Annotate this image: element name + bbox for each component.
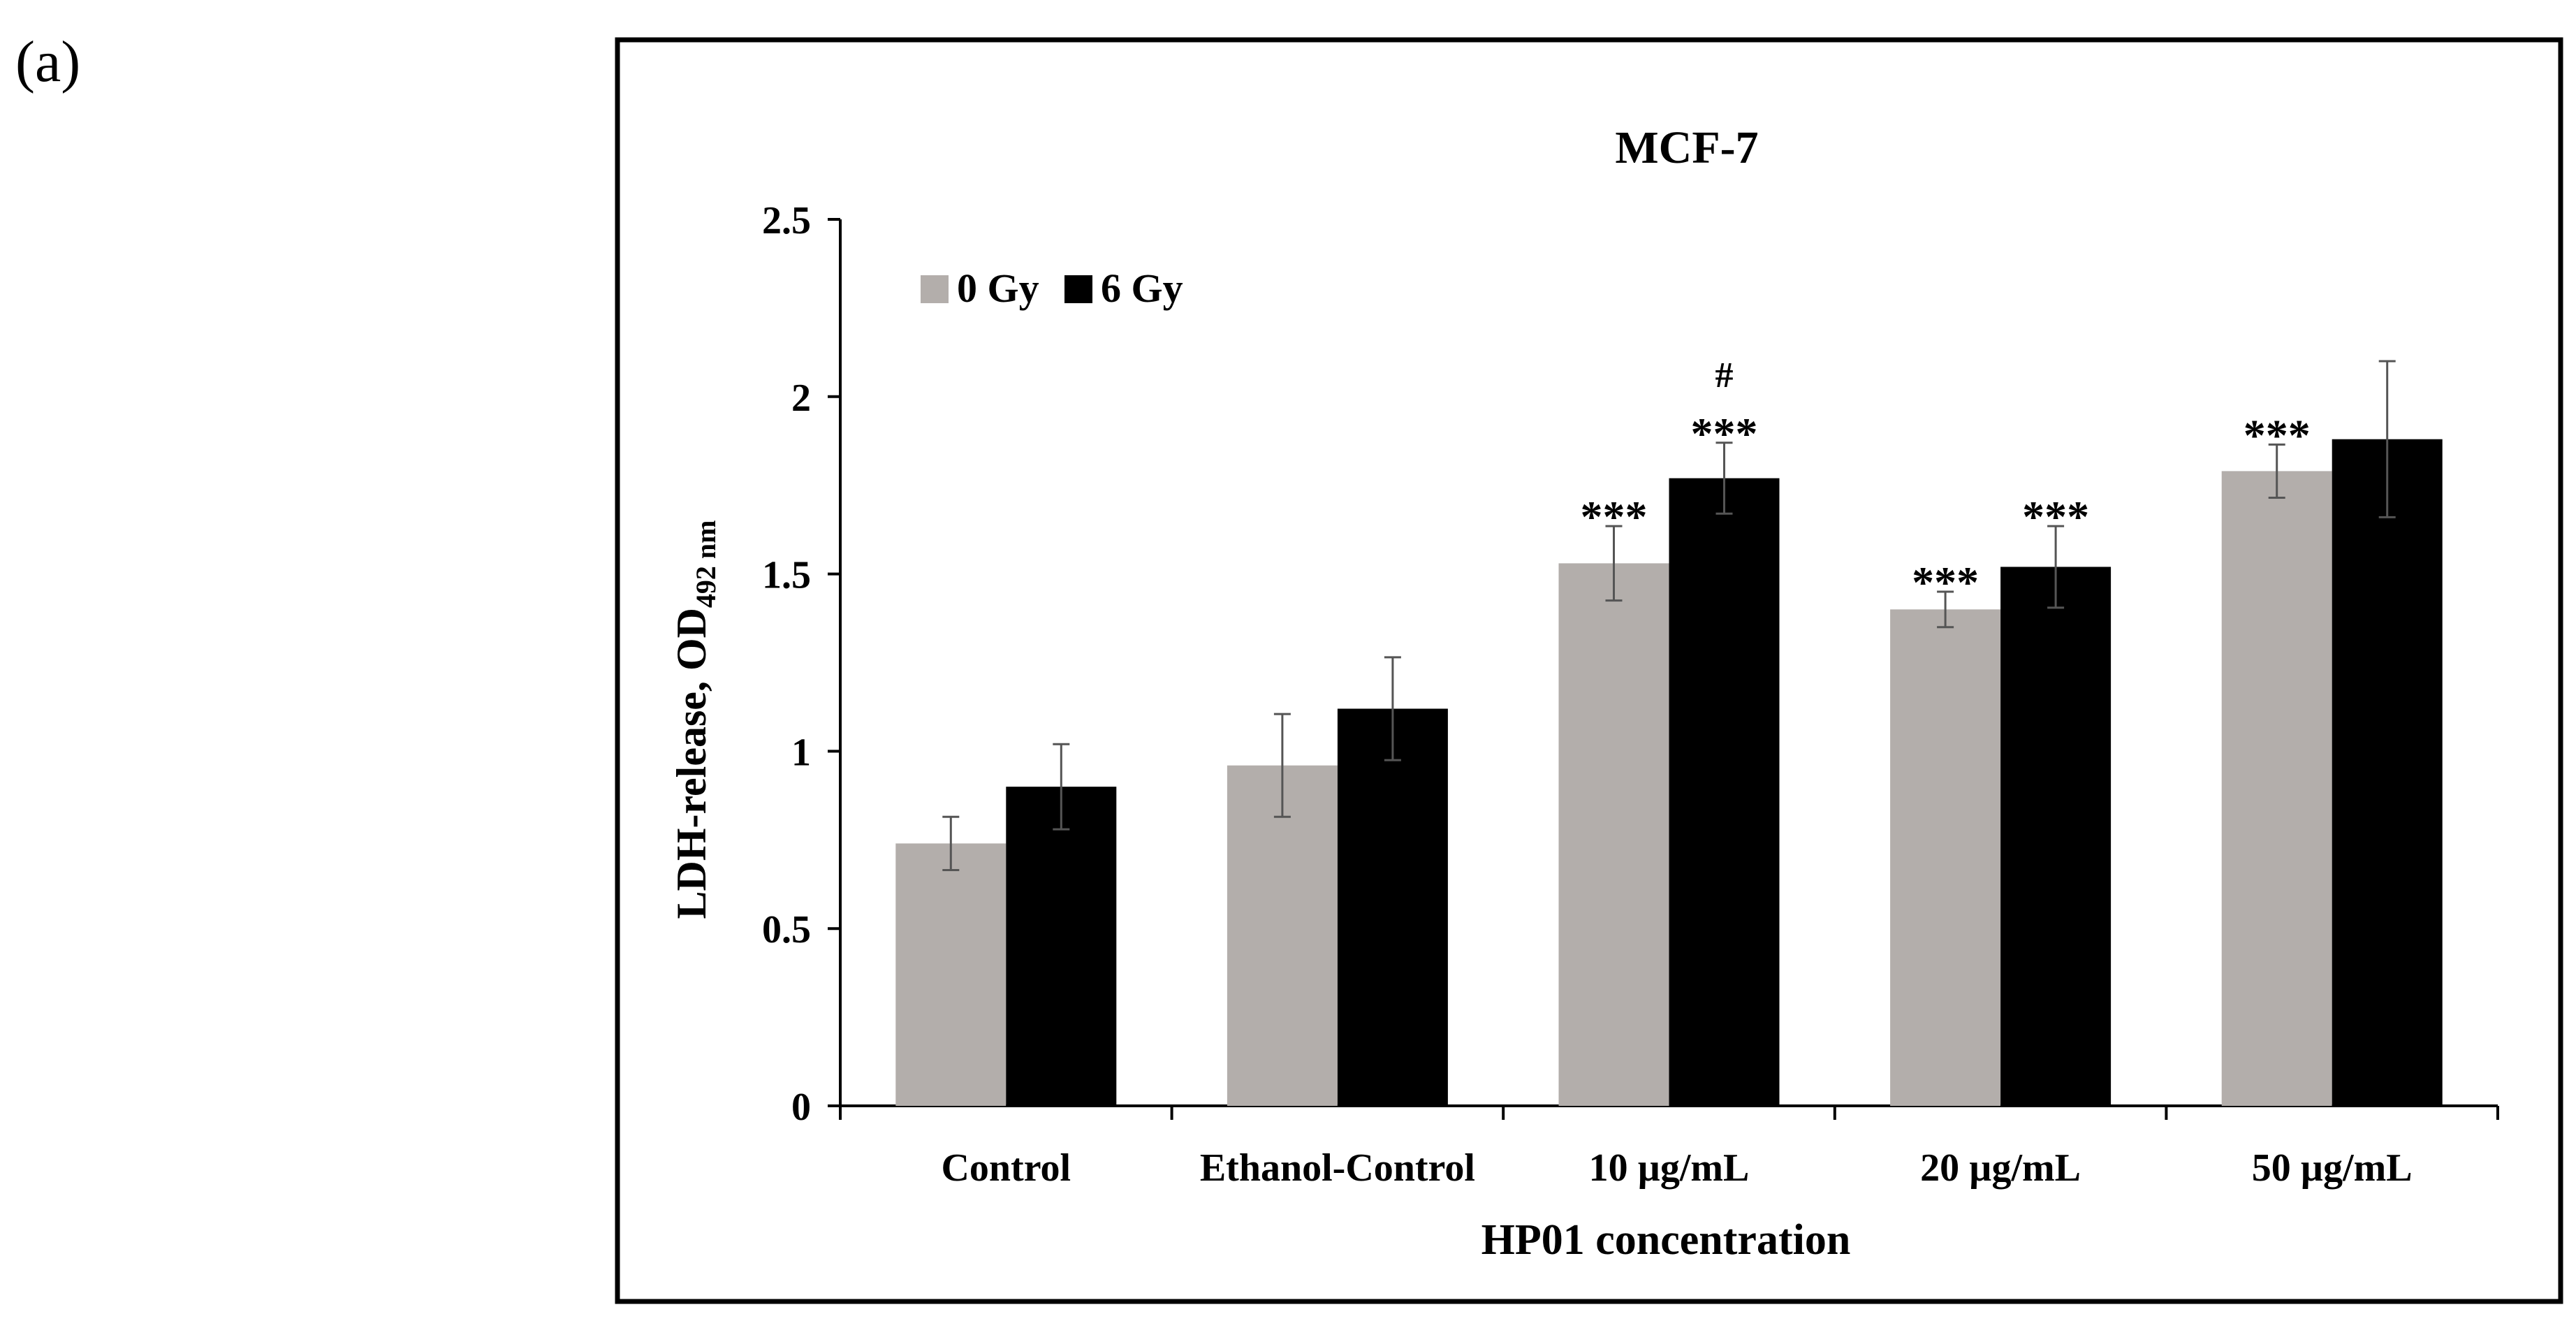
x-tick-label: 10 µg/mL [1589,1146,1750,1190]
bar [1558,563,1669,1106]
y-tick-label: 1.5 [762,554,811,597]
significance-label: *** [2244,410,2311,460]
bar [1006,787,1117,1106]
significance-label: *** [1691,409,1758,458]
panel-label: (a) [15,29,81,94]
y-tick-label: 0 [791,1086,811,1129]
y-tick-label: 1 [791,731,811,774]
y-tick-label: 2.5 [762,199,811,242]
significance-label: *** [2022,492,2089,541]
significance-label: *** [1912,557,1979,607]
bar [895,843,1007,1106]
bar [1890,609,2001,1106]
significance-label: # [1715,356,1734,395]
legend: 0 Gy 6 Gy [921,265,1183,311]
x-axis-label: HP01 concentration [1481,1216,1851,1264]
legend-swatch [1064,275,1092,303]
bar [1337,708,1448,1106]
legend-label: 6 Gy [1101,265,1183,311]
y-tick-label: 2 [791,377,811,420]
x-tick-label: Control [941,1146,1071,1190]
bar [2000,567,2112,1106]
legend-swatch [921,275,949,303]
x-tick-label: 50 µg/mL [2252,1146,2413,1190]
significance-label: *** [1581,492,1648,541]
axes: 0 0.5 1 1.5 2 2.5 Control Ethanol-Control 10 µg/… [762,199,2499,1190]
legend-label: 0 Gy [957,265,1039,311]
chart-title: MCF-7 [1615,122,1758,173]
bar [1227,765,1338,1106]
x-tick-label: 20 µg/mL [1920,1146,2081,1190]
y-tick-label: 0.5 [762,908,811,951]
bars: *** *** # *** *** *** [895,356,2443,1106]
y-axis-label: LDH-release, OD492 nm [668,520,722,919]
bar [2221,471,2332,1106]
bar [2332,439,2443,1106]
y-axis-label-main: LDH-release, OD [668,608,715,919]
x-tick-label: Ethanol-Control [1200,1146,1475,1190]
y-axis-label-subscript: 492 nm [690,520,722,608]
bar [1669,478,1780,1106]
